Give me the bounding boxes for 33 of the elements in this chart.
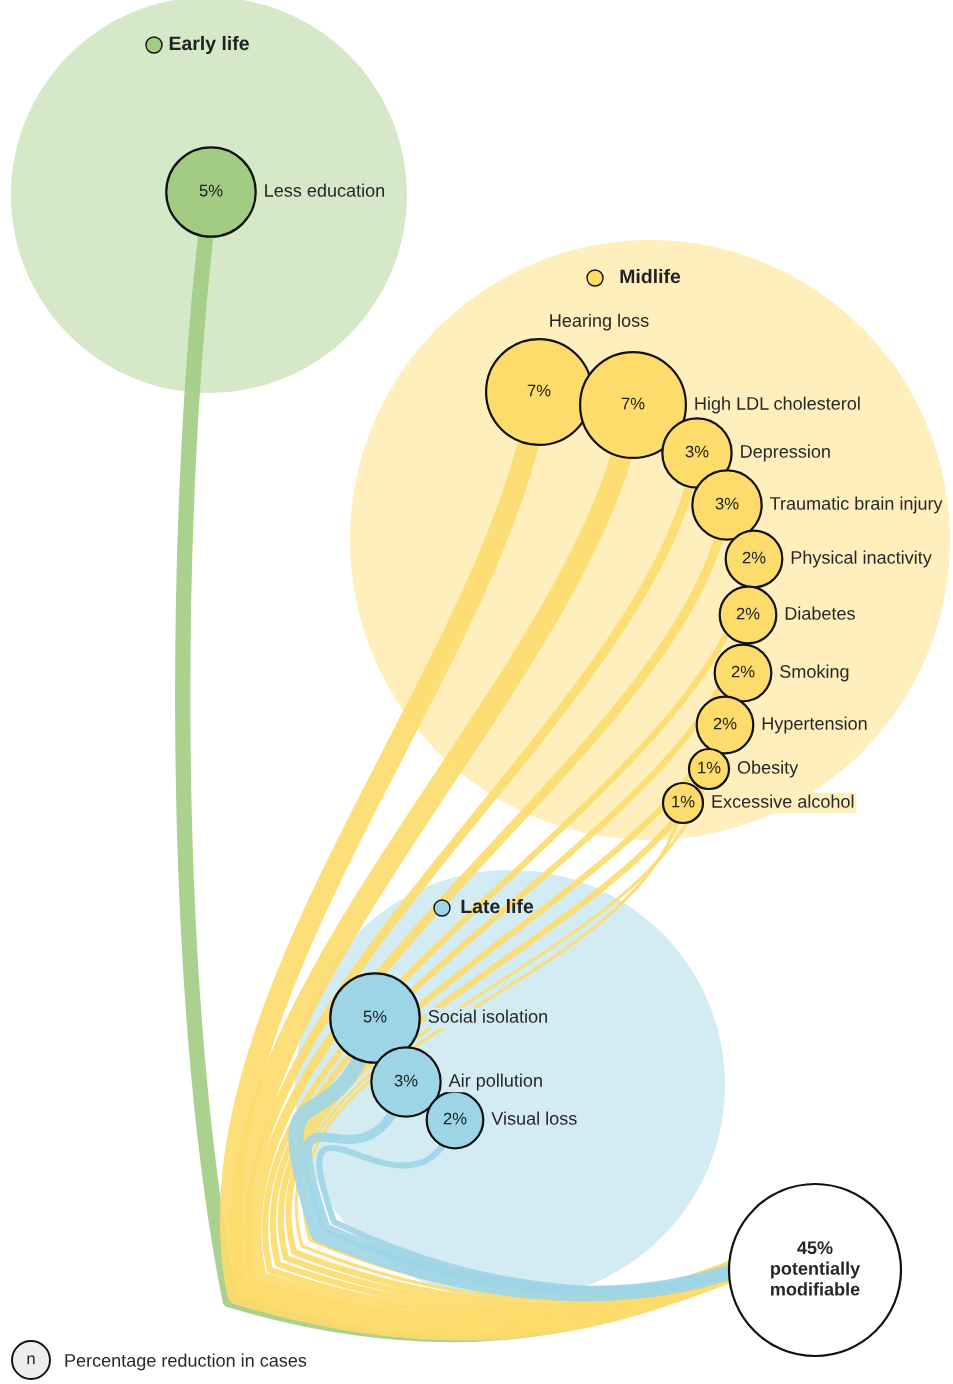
category-label: Hypertension — [762, 716, 867, 734]
text: 45% potentially modifiable — [771, 1241, 861, 1296]
data-label: 2% — [731, 665, 755, 678]
data-label: 5% — [199, 184, 223, 197]
category-label: Depression — [741, 444, 830, 462]
category-label: Physical inactivity — [791, 550, 932, 568]
category-label: Excessive alcohol — [712, 794, 854, 808]
data-label: 2% — [443, 1112, 467, 1125]
category-label: Visual loss — [491, 1111, 577, 1125]
data-label: 7% — [527, 384, 551, 397]
category-label: Traumatic brain injury — [770, 496, 943, 514]
text: Percentage reduction in cases — [65, 1353, 307, 1371]
category-label: Obesity — [737, 760, 799, 778]
category-label: Smoking — [780, 664, 849, 682]
category-label: Hearing loss — [550, 313, 649, 331]
data-label: 3% — [715, 497, 739, 510]
data-label: 2% — [742, 551, 766, 564]
data-label: 2% — [713, 717, 737, 730]
category-label: Social isolation — [428, 1009, 547, 1023]
data-label: 7% — [621, 397, 645, 410]
category-label: Diabetes — [785, 606, 855, 620]
category-label: Air pollution — [448, 1073, 542, 1091]
data-label: 1% — [672, 795, 695, 808]
category-label: High LDL cholesterol — [695, 396, 860, 414]
data-label: 3% — [685, 445, 709, 458]
data-label: 2% — [736, 607, 760, 620]
category-label: Less education — [265, 183, 385, 197]
legend-label: Early life — [169, 35, 249, 55]
legend-label: Midlife — [620, 268, 681, 284]
text: n — [27, 1355, 35, 1365]
data-label: 5% — [363, 1010, 387, 1023]
data-label: 3% — [394, 1074, 418, 1087]
data-label: 1% — [698, 761, 721, 774]
